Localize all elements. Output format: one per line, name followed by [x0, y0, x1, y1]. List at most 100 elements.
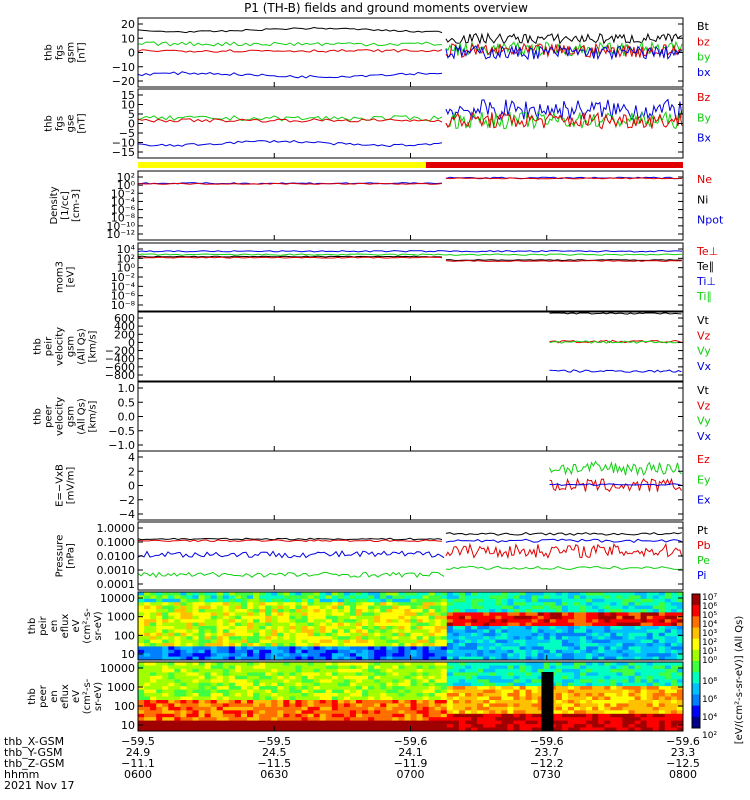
spectrogram-cell: [592, 629, 599, 634]
spectrogram-cell: [574, 700, 581, 704]
spectrogram-cell: [295, 622, 302, 627]
spectrogram-cell: [210, 675, 218, 680]
spectrogram-cell: [525, 689, 533, 694]
spectrogram-cell: [283, 668, 290, 673]
spectrogram-cell: [192, 605, 200, 610]
spectrogram-cell: [144, 646, 151, 651]
spectrogram-cell: [386, 679, 393, 684]
spectrogram-cell: [537, 724, 545, 729]
spectrogram-cell: [374, 636, 381, 641]
spectrogram-cell: [622, 609, 629, 613]
spectrogram-cell: [247, 602, 254, 607]
spectrogram-cell: [416, 609, 424, 613]
spectrogram-cell: [234, 629, 242, 634]
spectrogram-cell: [283, 598, 290, 603]
spectrogram-cell: [313, 646, 321, 651]
spectrogram-cell: [634, 682, 642, 687]
spectrogram-cell: [216, 710, 224, 715]
ylabel-line: eflux: [60, 614, 71, 639]
spectrogram-cell: [434, 696, 442, 701]
spectrogram-cell: [259, 605, 266, 610]
spectrogram-cell: [574, 598, 581, 603]
spectrogram-cell: [247, 675, 254, 680]
spectrogram-cell: [240, 656, 248, 661]
spectrogram-cell: [628, 665, 636, 670]
spectrogram-cell: [549, 668, 557, 673]
spectrogram-cell: [168, 619, 175, 624]
spectrogram-cell: [150, 727, 157, 732]
spectrogram-cell: [616, 639, 623, 644]
spectrogram-cell: [489, 629, 496, 634]
spectrogram-cell: [289, 713, 296, 718]
spectrogram-cell: [658, 720, 666, 725]
spectrogram-cell: [216, 632, 224, 637]
spectrogram-cell: [150, 700, 157, 704]
spectrogram-cell: [253, 646, 260, 651]
spectrogram-cell: [428, 675, 436, 680]
spectrogram-cell: [640, 615, 648, 620]
spectrogram-cell: [640, 675, 648, 680]
spectrogram-cell: [374, 703, 381, 708]
spectrogram-cell: [471, 653, 478, 658]
spectrogram-cell: [198, 720, 206, 725]
spectrogram-cell: [513, 639, 520, 644]
spectrogram-cell: [325, 672, 333, 677]
spectrogram-cell: [392, 682, 399, 687]
spectrogram-cell: [156, 662, 163, 666]
spectrogram-cell: [240, 689, 248, 694]
spectrogram-cell: [368, 619, 375, 624]
spectrogram-cell: [271, 668, 278, 673]
spectrogram-cell: [398, 646, 405, 651]
spectrogram-cell: [228, 672, 236, 677]
spectrogram-cell: [598, 700, 605, 704]
spectrogram-cell: [574, 672, 581, 677]
spectrogram-cell: [416, 720, 424, 725]
spectrogram-cell: [343, 615, 351, 620]
spectrogram-cell: [610, 643, 617, 647]
spectrogram-cell: [592, 632, 599, 637]
spectrogram-cell: [150, 632, 157, 637]
spectrogram-cell: [349, 646, 357, 651]
spectrogram-cell: [380, 686, 387, 691]
spectrogram-cell: [531, 717, 539, 722]
ylabel-0: thbfgsgsm[nT]: [44, 42, 88, 63]
spectrogram-cell: [210, 682, 218, 687]
spectrogram-cell: [495, 592, 502, 596]
spectrogram-cell: [198, 615, 206, 620]
spectrogram-cell: [622, 693, 629, 697]
spectrogram-cell: [537, 602, 545, 607]
spectrogram-cell: [204, 598, 212, 603]
spectrogram-cell: [289, 720, 296, 725]
spectrogram-cell: [295, 656, 302, 661]
spectrogram-cell: [192, 720, 200, 725]
spectrogram-cell: [398, 632, 405, 637]
spectrogram-cell: [259, 636, 266, 641]
spectrogram-cell: [192, 592, 200, 596]
spectrogram-cell: [380, 598, 387, 603]
spectrogram-cell: [416, 668, 424, 673]
spectrogram-cell: [664, 682, 672, 687]
spectrogram-cell: [622, 632, 629, 637]
spectrogram-cell: [247, 629, 254, 634]
spectrogram-cell: [628, 662, 636, 666]
spectrogram-cell: [386, 619, 393, 624]
spectrogram-cell: [398, 609, 405, 613]
ytick-label: 5: [128, 108, 135, 121]
spectrogram-cell: [567, 710, 575, 715]
spectrogram-cell: [422, 595, 430, 600]
spectrogram-cell: [380, 612, 387, 617]
spectrogram-cell: [628, 710, 636, 715]
spectrogram-cell: [253, 665, 260, 670]
spectrogram-cell: [410, 703, 418, 708]
series-Ti-par: [137, 253, 683, 256]
spectrogram-cell: [192, 706, 200, 711]
spectrogram-cell: [574, 602, 581, 607]
spectrogram-cell: [210, 693, 218, 697]
spectrogram-cell: [507, 703, 514, 708]
spectrogram-cell: [586, 636, 593, 641]
spectrogram-cell: [247, 646, 254, 651]
spectrogram-cell: [507, 598, 514, 603]
spectrogram-cell: [465, 665, 472, 670]
spectrogram-cell: [670, 700, 678, 704]
spectrogram-cell: [247, 643, 254, 647]
